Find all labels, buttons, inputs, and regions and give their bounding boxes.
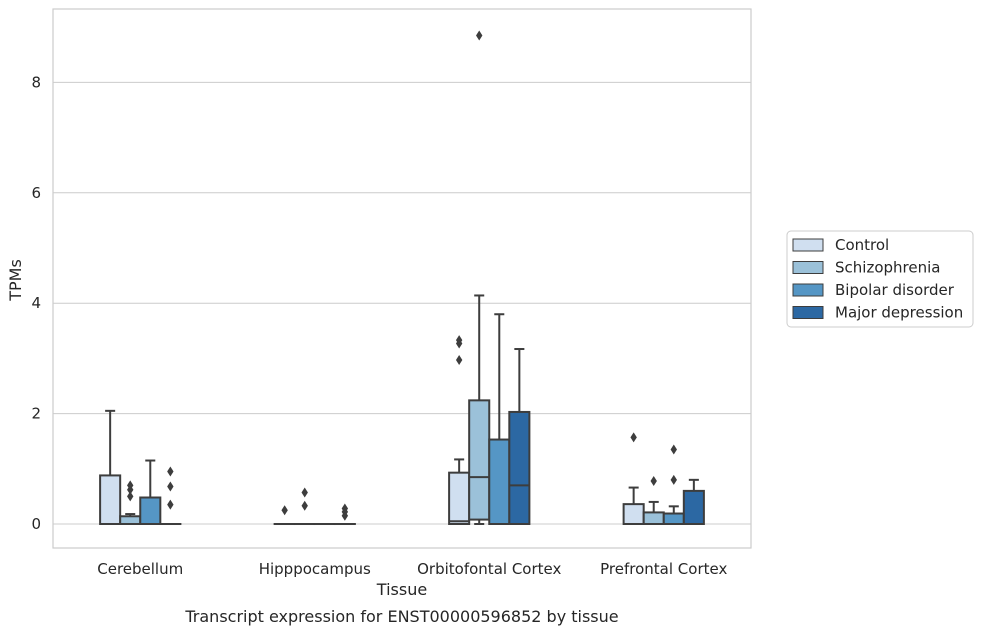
outlier-point — [671, 444, 677, 454]
box-major-depression — [509, 349, 529, 524]
outlier-point — [167, 500, 173, 510]
y-tick-label: 4 — [31, 294, 41, 312]
box-schizophrenia — [469, 30, 489, 524]
box-major-depression — [684, 480, 704, 524]
outlier-point — [456, 355, 462, 365]
x-tick-label: Cerebellum — [97, 560, 183, 578]
legend: Control Schizophrenia Bipolar disorder Majo… — [787, 231, 973, 327]
y-tick-label: 8 — [31, 73, 41, 91]
y-axis-ticks: 0 2 4 6 8 — [31, 73, 41, 533]
box-body — [489, 440, 509, 524]
box-bipolar-disorder — [489, 314, 509, 524]
x-tick-label: Hipppocampus — [259, 560, 371, 578]
legend-entry-label: Schizophrenia — [835, 259, 940, 277]
y-tick-label: 0 — [31, 515, 41, 533]
box-body — [100, 475, 120, 524]
outlier-point — [651, 476, 657, 486]
box-control — [449, 335, 469, 524]
legend-entry-label: Major depression — [835, 304, 963, 322]
y-axis-label: TPMs — [6, 259, 25, 302]
outlier-point — [167, 467, 173, 477]
outlier-point — [671, 475, 677, 485]
box-major-depression — [335, 504, 355, 524]
box-series — [100, 30, 704, 524]
outlier-point — [302, 501, 308, 511]
box-control — [275, 505, 295, 524]
outlier-point — [630, 432, 636, 442]
x-tick-label: Prefrontal Cortex — [600, 560, 727, 578]
x-axis-label: Tissue — [376, 580, 427, 599]
outlier-point — [281, 505, 287, 515]
box-body — [624, 504, 644, 524]
chart-caption: Transcript expression for ENST0000059685… — [184, 607, 618, 626]
legend-entry-label: Control — [835, 236, 889, 254]
box-body — [509, 412, 529, 524]
box-body — [664, 514, 684, 524]
plot-border — [53, 9, 751, 548]
box-major-depression — [160, 467, 180, 524]
outlier-point — [167, 481, 173, 491]
legend-swatch — [793, 262, 823, 274]
plot-frame — [53, 9, 751, 548]
box-body — [684, 491, 704, 524]
legend-swatch — [793, 284, 823, 296]
legend-swatch — [793, 239, 823, 251]
y-tick-label: 6 — [31, 184, 41, 202]
legend-entry-label: Bipolar disorder — [835, 281, 955, 299]
box-schizophrenia — [295, 488, 315, 524]
box-control — [100, 411, 120, 524]
box-body — [644, 512, 664, 524]
box-schizophrenia — [644, 476, 664, 524]
y-tick-label: 2 — [31, 405, 41, 423]
x-tick-label: Orbitofontal Cortex — [417, 560, 561, 578]
box-body — [140, 498, 160, 524]
box-body — [449, 473, 469, 524]
x-axis-ticks: Cerebellum Hipppocampus Orbitofontal Corte… — [97, 560, 727, 578]
legend-swatch — [793, 307, 823, 319]
outlier-point — [476, 30, 482, 40]
box-body — [469, 400, 489, 519]
box-schizophrenia — [120, 480, 140, 524]
box-control — [624, 432, 644, 524]
box-body — [120, 516, 140, 524]
outlier-point — [302, 488, 308, 498]
box-bipolar-disorder — [140, 461, 160, 524]
box-bipolar-disorder — [664, 444, 684, 524]
grid-lines — [53, 82, 751, 524]
